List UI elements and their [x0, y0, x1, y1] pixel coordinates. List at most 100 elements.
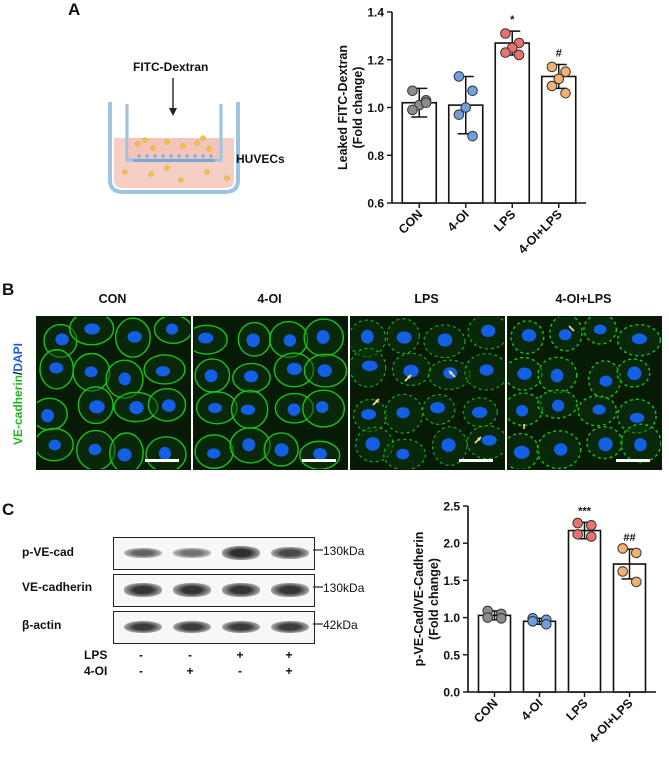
nucleus [634, 438, 647, 452]
band-lane-4 [271, 546, 309, 560]
nucleus [362, 360, 378, 372]
nucleus [481, 435, 497, 446]
band-lane-2 [173, 620, 211, 634]
nucleus [598, 437, 613, 452]
data-point [586, 531, 597, 542]
nucleus [161, 399, 176, 413]
nucleus [286, 362, 303, 376]
x-tick-label: LPS [491, 207, 518, 234]
scale-bar [459, 459, 493, 462]
nucleus [89, 400, 105, 414]
nucleus [517, 367, 532, 380]
nucleus [481, 324, 496, 337]
stain-label-sep: / [11, 371, 25, 375]
nucleus [437, 333, 453, 347]
nucleus [396, 407, 410, 419]
band-lane-4 [271, 620, 309, 634]
micro-title-4oi-lps: 4-OI+LPS [555, 292, 612, 306]
nucleus [521, 328, 537, 342]
data-point [617, 566, 628, 577]
nucleus [41, 408, 54, 423]
arrow-head [477, 437, 481, 441]
oi-sign-lane3: - [238, 664, 242, 678]
x-tick-label: LPS [564, 696, 591, 723]
data-point [572, 528, 583, 540]
lps-sign-lane2: - [188, 648, 192, 662]
y-axis-label: p-VE-Cad/VE-Cadherin [412, 532, 426, 667]
band-lane-4 [271, 583, 309, 597]
nucleus [361, 408, 377, 420]
data-point [482, 612, 493, 623]
data-point [631, 547, 642, 559]
nucleus [118, 372, 131, 386]
y-tick-label: 1.5 [443, 574, 460, 588]
micro-title-con: CON [98, 292, 127, 306]
nucleus [317, 364, 332, 377]
data-point [420, 97, 432, 109]
nucleus [88, 443, 102, 456]
band-lane-1 [124, 547, 162, 559]
data-point [617, 543, 628, 554]
nucleus [243, 370, 259, 383]
nucleus [513, 445, 530, 459]
nucleus [403, 364, 419, 378]
lps-sign-lane4: + [285, 648, 293, 662]
data-point [546, 80, 558, 92]
blot-label-p-ve-cad: p-VE-cad [22, 545, 75, 559]
nucleus [198, 332, 214, 344]
nucleus [551, 399, 565, 412]
transwell-diagram [108, 78, 240, 194]
nucleus [599, 375, 613, 387]
nucleus [627, 366, 642, 381]
y-tick-label: 0.8 [367, 149, 384, 163]
chart-c-pvecad-ratio: 0.0 0.5 1.0 1.5 2.0 2.5 p-VE-Cad/VE-Cadherin (F… [412, 500, 656, 746]
nucleus [396, 331, 412, 344]
blot-strip-p-ve-cad [113, 537, 315, 570]
micro-title-4oi: 4-OI [257, 292, 282, 306]
band-lane-3 [222, 583, 260, 597]
nucleus [49, 362, 64, 374]
nucleus [84, 323, 100, 335]
nucleus [629, 412, 645, 423]
nucleus [593, 324, 607, 335]
arrow-head [375, 399, 379, 403]
oi-sign-lane2: + [186, 664, 194, 678]
nucleus [550, 368, 564, 383]
blot-size-markers [313, 549, 323, 625]
band-lane-3 [222, 620, 260, 634]
x-tick-label: 4-OI [519, 696, 546, 723]
nucleus [165, 323, 179, 335]
nucleus [242, 438, 256, 452]
significance-mark: # [556, 48, 562, 60]
y-axis-label-2: (Fold change) [427, 558, 441, 640]
nucleus [315, 401, 329, 413]
data-point [553, 73, 565, 85]
micrograph-image [351, 317, 504, 469]
treatment-label-lps: LPS [84, 648, 108, 662]
kda-p-ve-cad: 130kDa [323, 544, 365, 558]
nucleus [129, 400, 144, 415]
micrograph-con [36, 316, 191, 470]
nucleus [287, 403, 301, 416]
data-point [500, 47, 511, 58]
nucleus [316, 330, 330, 344]
data-point [500, 28, 511, 39]
data-point [586, 520, 597, 531]
kda-ve-cadherin: 130kDa [323, 581, 365, 595]
nucleus [208, 402, 223, 414]
data-point [560, 66, 571, 77]
x-tick-label: 4-OI+LPS [586, 696, 635, 745]
band-lane-2 [173, 547, 211, 559]
data-point [407, 85, 418, 97]
data-point [496, 613, 507, 624]
nucleus [479, 364, 494, 376]
blot-strip-ve-cadherin [113, 574, 315, 607]
micrograph-image [37, 317, 190, 469]
nucleus [471, 406, 488, 418]
nucleus [558, 329, 572, 341]
band-lane-1 [124, 620, 162, 634]
data-point [541, 618, 552, 630]
micrograph-4oi-lps [507, 316, 662, 470]
x-tick-label: 4-OI [445, 207, 472, 234]
y-tick-label: 1.0 [443, 611, 460, 625]
